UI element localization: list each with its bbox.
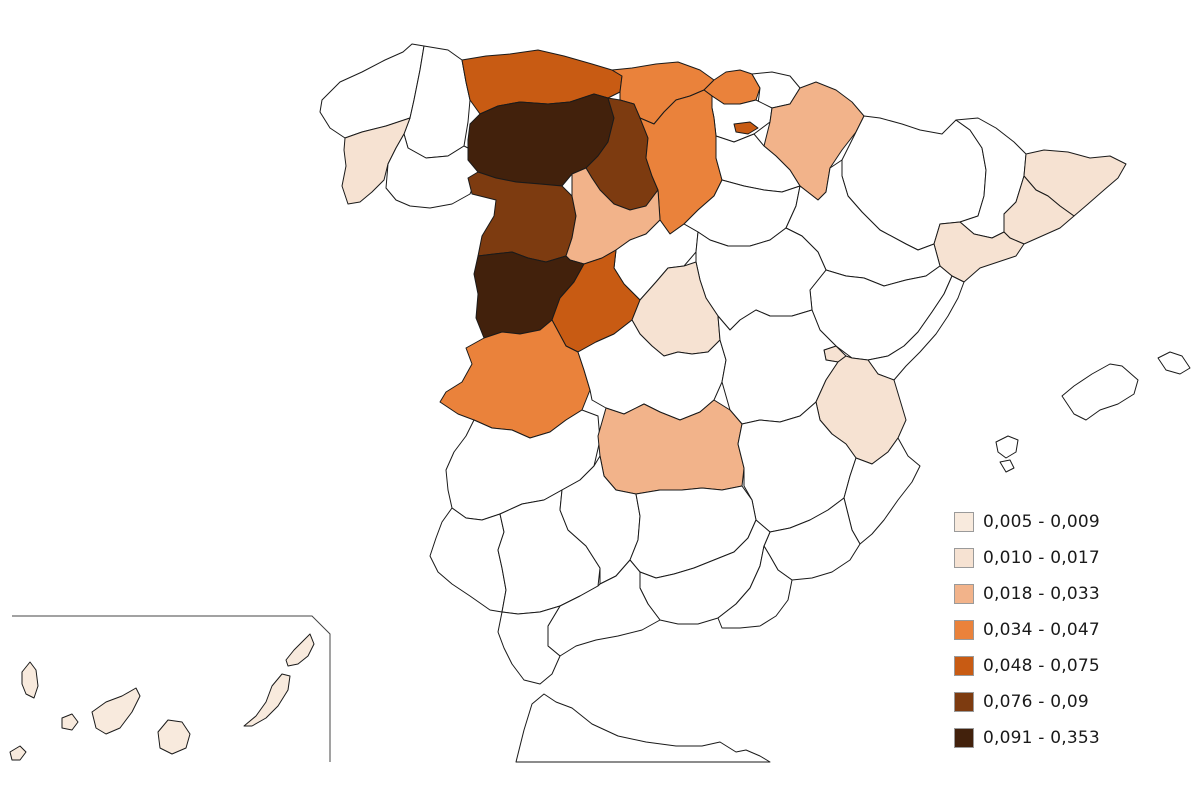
island-tenerife[interactable]	[91, 687, 141, 735]
island-menorca[interactable]	[1157, 351, 1191, 375]
province-cadiz[interactable]	[497, 605, 561, 685]
island-formentera[interactable]	[999, 459, 1015, 473]
legend-swatch	[954, 620, 974, 640]
island-mallorca[interactable]	[1061, 363, 1139, 421]
province-zamora[interactable]	[467, 171, 577, 263]
legend-label: 0,034 - 0,047	[983, 620, 1100, 640]
legend-label: 0,018 - 0,033	[983, 584, 1100, 604]
legend-swatch	[954, 548, 974, 568]
legend-label: 0,005 - 0,009	[983, 512, 1100, 532]
legend-item: 0,076 - 0,09	[954, 684, 1154, 720]
legend-item: 0,010 - 0,017	[954, 540, 1154, 576]
legend-label: 0,010 - 0,017	[983, 548, 1100, 568]
province-barcelona[interactable]	[1003, 175, 1075, 245]
island-el-hierro[interactable]	[9, 745, 27, 761]
island-lanzarote[interactable]	[285, 633, 315, 667]
island-ibiza[interactable]	[995, 435, 1019, 459]
legend-item: 0,034 - 0,047	[954, 612, 1154, 648]
legend-item: 0,091 - 0,353	[954, 720, 1154, 756]
legend-item: 0,005 - 0,009	[954, 504, 1154, 540]
legend-label: 0,076 - 0,09	[983, 692, 1089, 712]
province-almeria[interactable]	[717, 545, 793, 629]
legend-label: 0,091 - 0,353	[983, 728, 1100, 748]
legend-swatch	[954, 584, 974, 604]
legend-swatch	[954, 692, 974, 712]
island-la-palma[interactable]	[21, 661, 39, 699]
island-la-gomera[interactable]	[61, 713, 79, 731]
legend-swatch	[954, 512, 974, 532]
enclave-trevino[interactable]	[733, 121, 759, 135]
legend-item: 0,018 - 0,033	[954, 576, 1154, 612]
legend-swatch	[954, 728, 974, 748]
island-fuerteventura[interactable]	[243, 673, 291, 727]
legend: 0,005 - 0,009 0,010 - 0,017 0,018 - 0,03…	[954, 504, 1154, 756]
legend-label: 0,048 - 0,075	[983, 656, 1100, 676]
north-africa-coast	[515, 693, 771, 763]
island-gran-canaria[interactable]	[157, 719, 191, 755]
legend-item: 0,048 - 0,075	[954, 648, 1154, 684]
legend-swatch	[954, 656, 974, 676]
province-huelva[interactable]	[429, 507, 507, 613]
province-pontevedra[interactable]	[341, 117, 411, 205]
canary-inset-frame	[12, 615, 331, 762]
